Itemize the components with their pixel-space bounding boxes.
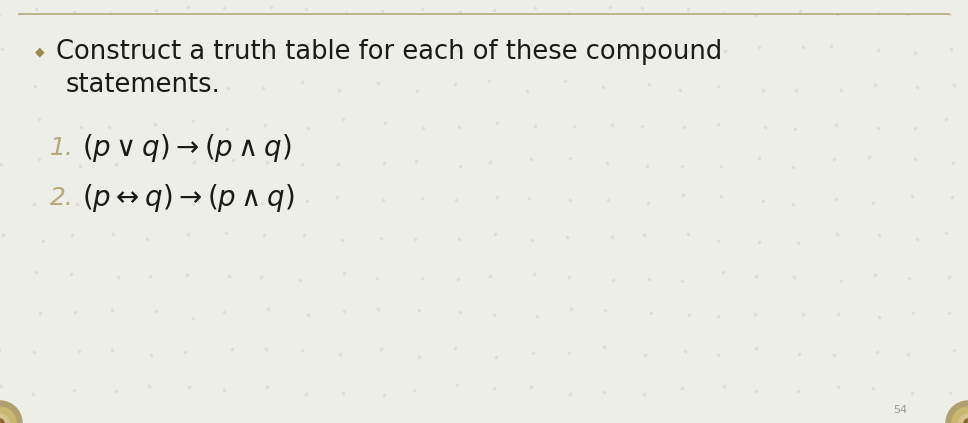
Text: 1.: 1.	[50, 136, 74, 160]
Text: ◆: ◆	[35, 46, 45, 58]
Circle shape	[964, 419, 968, 423]
Circle shape	[0, 401, 22, 423]
Text: Construct a truth table for each of these compound: Construct a truth table for each of thes…	[56, 39, 722, 65]
Text: 54: 54	[892, 405, 907, 415]
Text: $(p \leftrightarrow q) \rightarrow (p \wedge q)$: $(p \leftrightarrow q) \rightarrow (p \w…	[82, 182, 294, 214]
Circle shape	[946, 401, 968, 423]
Circle shape	[952, 407, 968, 423]
Circle shape	[0, 414, 9, 423]
Circle shape	[0, 419, 4, 423]
Circle shape	[959, 414, 968, 423]
Text: statements.: statements.	[66, 72, 221, 98]
Circle shape	[0, 407, 16, 423]
Text: 2.: 2.	[50, 186, 74, 210]
Text: $(p \vee q) \rightarrow (p \wedge q)$: $(p \vee q) \rightarrow (p \wedge q)$	[82, 132, 291, 164]
